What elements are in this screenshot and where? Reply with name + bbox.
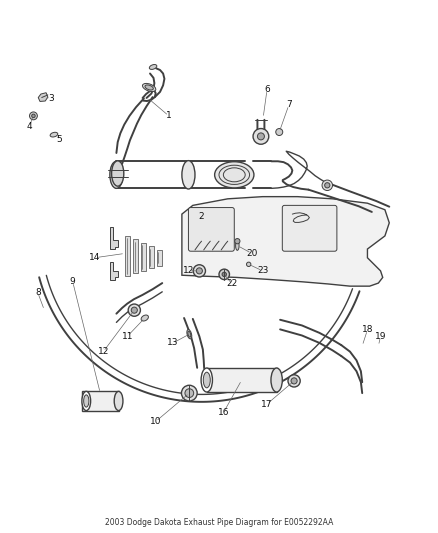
- Circle shape: [276, 128, 283, 135]
- Text: 9: 9: [70, 277, 76, 286]
- Polygon shape: [207, 368, 277, 392]
- Text: 2003 Dodge Dakota Exhaust Pipe Diagram for E0052292AA: 2003 Dodge Dakota Exhaust Pipe Diagram f…: [105, 518, 333, 527]
- Text: 5: 5: [57, 135, 63, 144]
- Ellipse shape: [50, 132, 58, 137]
- Polygon shape: [182, 197, 389, 286]
- Polygon shape: [125, 236, 131, 276]
- Text: 7: 7: [286, 100, 292, 109]
- Circle shape: [193, 265, 205, 277]
- Circle shape: [181, 385, 197, 401]
- Polygon shape: [110, 227, 118, 249]
- Text: 17: 17: [261, 400, 273, 408]
- Circle shape: [325, 183, 330, 188]
- Polygon shape: [38, 93, 48, 101]
- Ellipse shape: [149, 64, 157, 69]
- Circle shape: [128, 304, 141, 316]
- Circle shape: [291, 378, 297, 384]
- Ellipse shape: [188, 331, 191, 337]
- Text: 20: 20: [246, 249, 258, 258]
- Text: 22: 22: [226, 279, 238, 288]
- Ellipse shape: [110, 161, 123, 188]
- Ellipse shape: [84, 395, 89, 407]
- Ellipse shape: [112, 161, 124, 186]
- Text: 4: 4: [26, 122, 32, 131]
- Ellipse shape: [142, 84, 156, 92]
- Text: 16: 16: [218, 408, 229, 417]
- Circle shape: [32, 114, 35, 118]
- Polygon shape: [82, 391, 119, 410]
- Circle shape: [219, 269, 230, 280]
- Text: 14: 14: [89, 253, 100, 262]
- Text: 3: 3: [48, 94, 54, 103]
- Text: 19: 19: [375, 332, 386, 341]
- Text: 1: 1: [166, 111, 172, 120]
- Ellipse shape: [247, 262, 251, 266]
- Circle shape: [29, 112, 37, 120]
- Circle shape: [131, 307, 138, 313]
- Circle shape: [235, 239, 240, 244]
- Circle shape: [185, 389, 194, 398]
- Ellipse shape: [215, 161, 254, 188]
- Ellipse shape: [114, 391, 123, 410]
- Circle shape: [288, 375, 300, 387]
- Text: 18: 18: [362, 325, 373, 334]
- Ellipse shape: [113, 166, 120, 183]
- Ellipse shape: [82, 391, 91, 410]
- Circle shape: [322, 180, 332, 190]
- Polygon shape: [110, 262, 118, 280]
- Circle shape: [258, 133, 265, 140]
- Text: 23: 23: [257, 266, 268, 276]
- Circle shape: [222, 272, 226, 277]
- Ellipse shape: [145, 85, 153, 90]
- Polygon shape: [141, 243, 146, 271]
- Polygon shape: [133, 239, 138, 273]
- FancyBboxPatch shape: [188, 207, 234, 251]
- Ellipse shape: [201, 368, 212, 392]
- Text: 10: 10: [150, 417, 162, 426]
- FancyBboxPatch shape: [283, 205, 337, 251]
- Polygon shape: [156, 250, 162, 265]
- Ellipse shape: [236, 241, 239, 251]
- Ellipse shape: [141, 315, 148, 321]
- Polygon shape: [149, 246, 154, 268]
- Text: 12: 12: [98, 347, 109, 356]
- Text: 11: 11: [122, 332, 133, 341]
- Circle shape: [253, 128, 269, 144]
- Ellipse shape: [182, 160, 195, 189]
- Ellipse shape: [187, 329, 192, 339]
- Text: 12: 12: [183, 266, 194, 276]
- Ellipse shape: [203, 372, 210, 388]
- Text: 13: 13: [167, 338, 179, 348]
- Circle shape: [196, 268, 202, 274]
- Text: 2: 2: [199, 212, 205, 221]
- Ellipse shape: [271, 368, 283, 392]
- Text: 6: 6: [264, 85, 270, 94]
- Text: 8: 8: [35, 288, 41, 297]
